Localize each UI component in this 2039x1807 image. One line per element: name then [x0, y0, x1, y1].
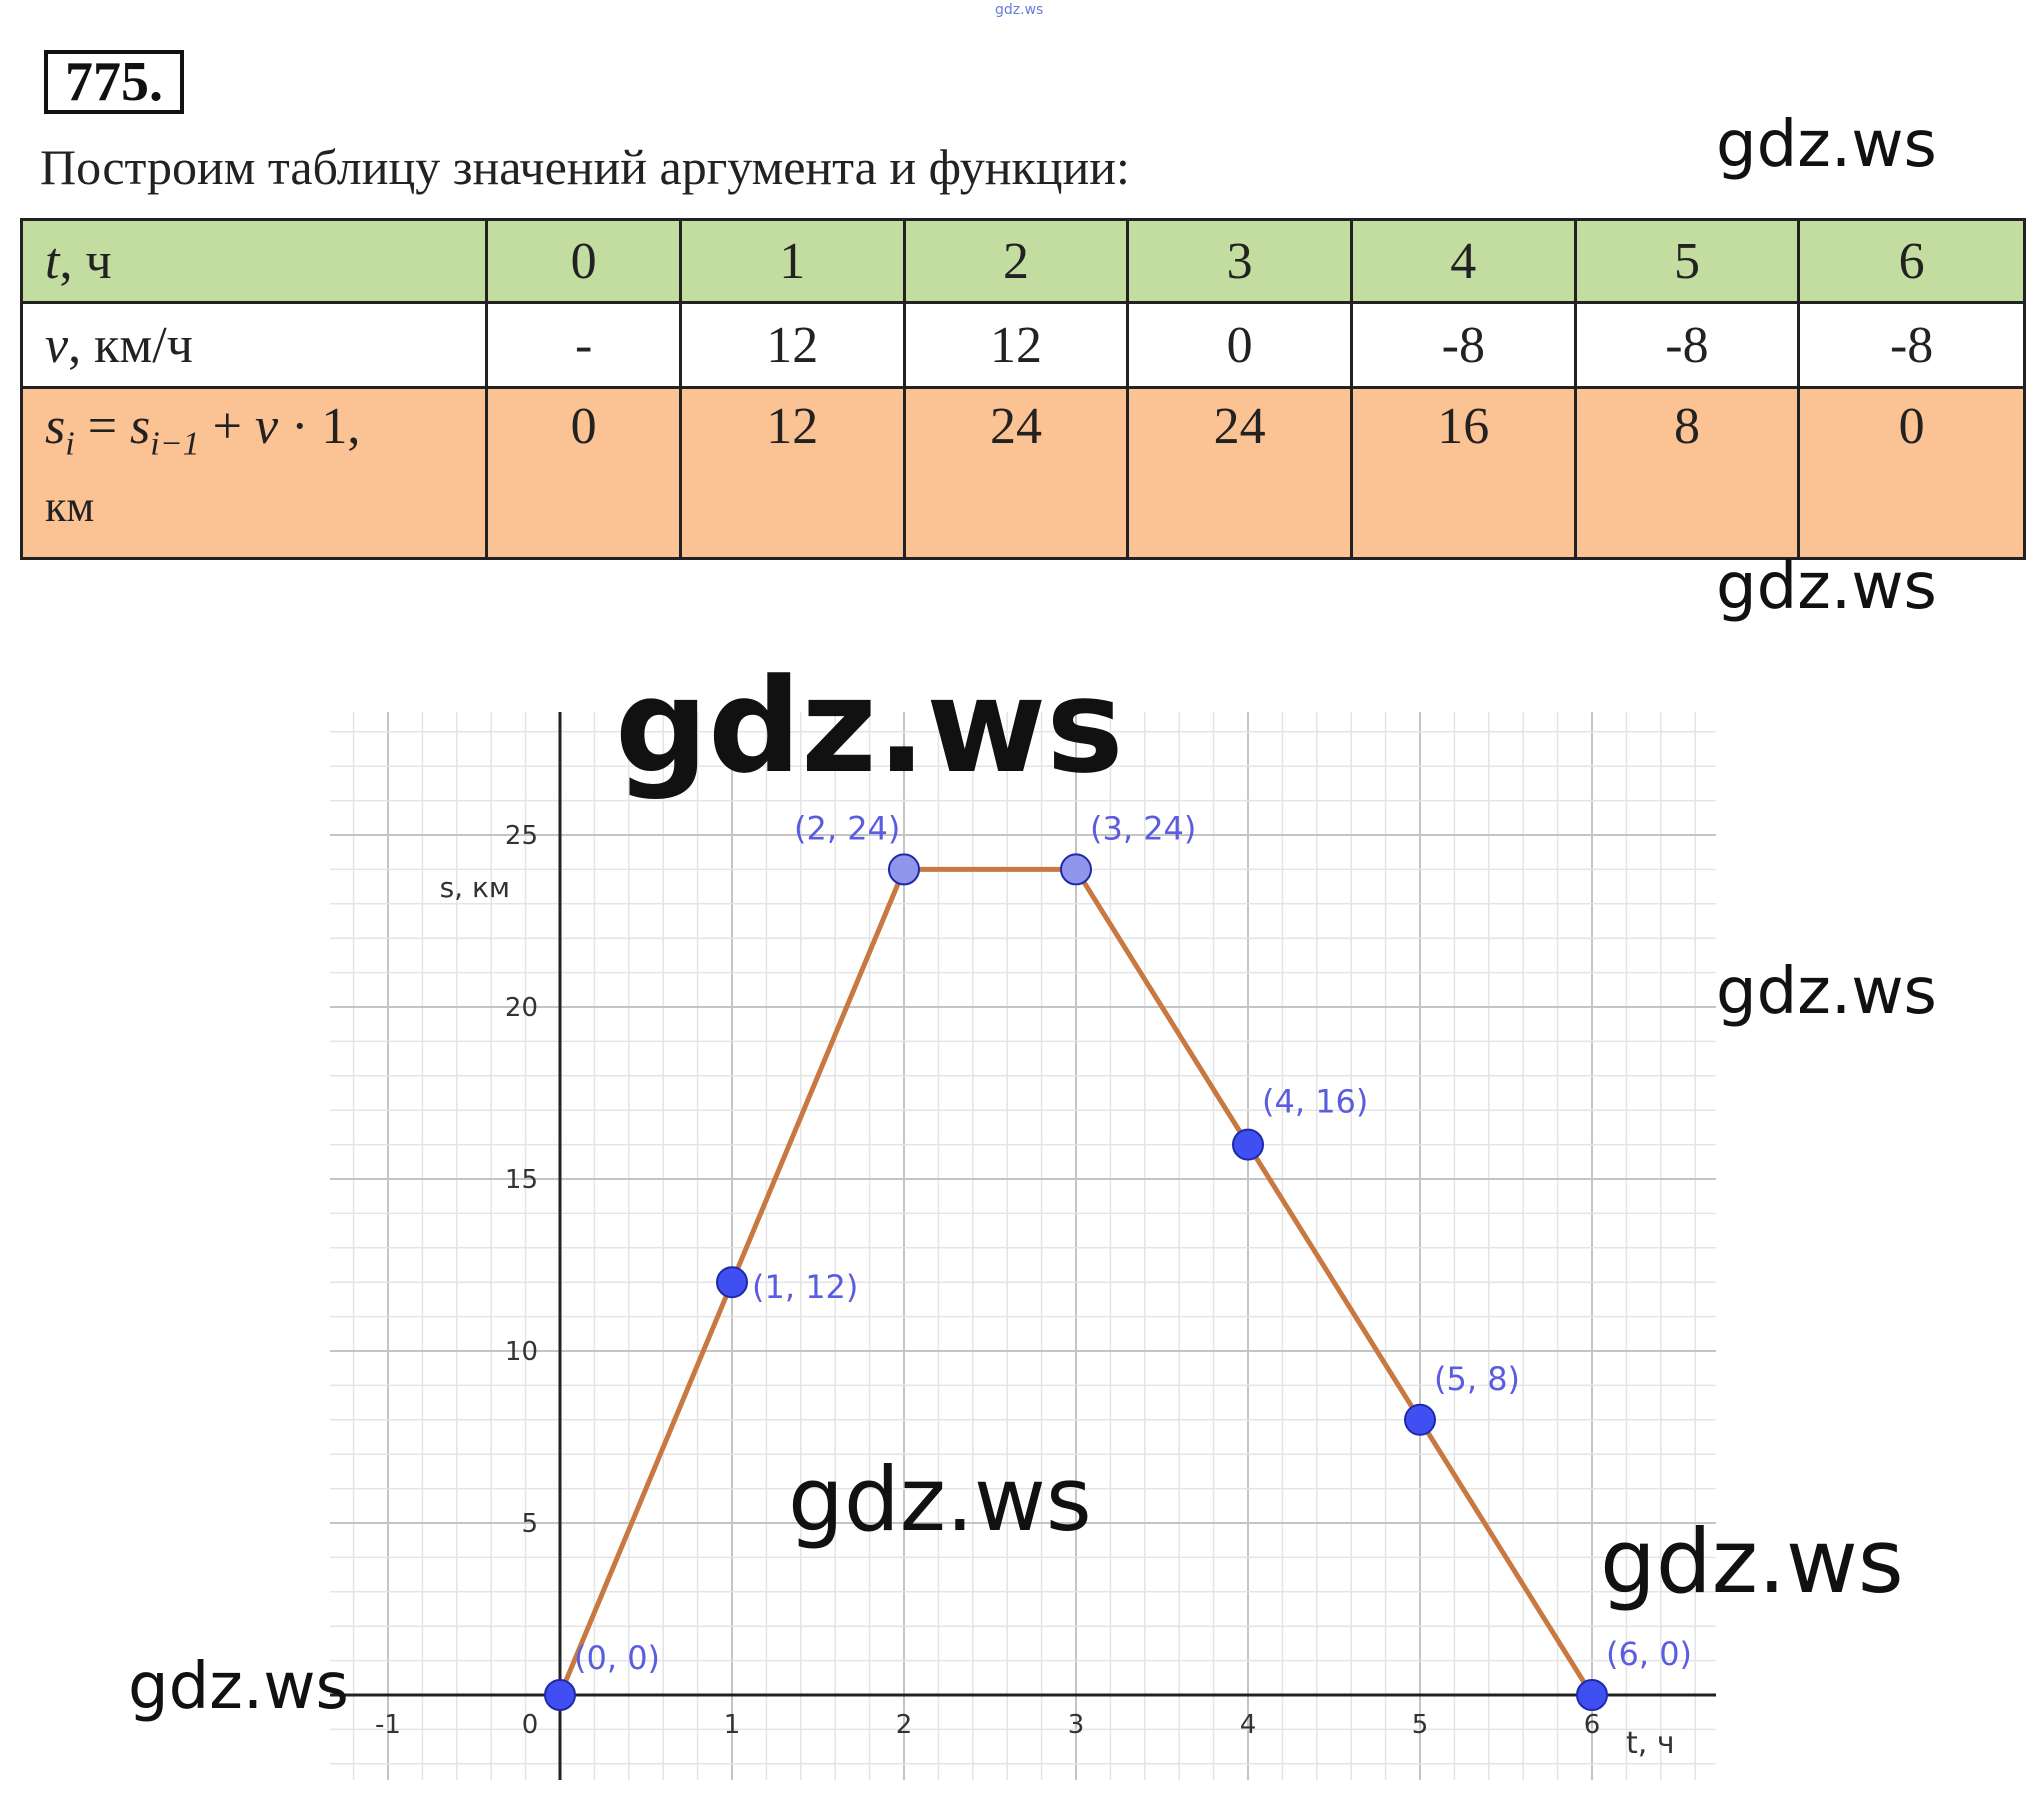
- y-tick-label: 10: [505, 1337, 538, 1367]
- table-cell: 0: [1797, 386, 2026, 560]
- table-cell: 12: [902, 301, 1130, 389]
- watermark: gdz.ws: [128, 1650, 349, 1724]
- data-point-label: (2, 24): [794, 809, 900, 847]
- data-point-label: (5, 8): [1434, 1360, 1520, 1398]
- table-cell: 4: [1349, 218, 1577, 304]
- task-number: 775.: [44, 50, 184, 114]
- data-point: [716, 1266, 748, 1299]
- y-tick-label: 25: [505, 821, 538, 851]
- watermark-top: gdz.ws: [995, 2, 1044, 18]
- table-cell: 0: [485, 386, 682, 560]
- x-tick-label: 1: [724, 1710, 741, 1740]
- table-cell: 5: [1573, 218, 1801, 304]
- table-cell: 2: [902, 218, 1130, 304]
- table-cell: 0: [1126, 301, 1353, 389]
- table-cell: 24: [902, 386, 1130, 560]
- data-point: [1060, 853, 1092, 886]
- x-tick-label: -1: [375, 1710, 401, 1740]
- table-row-t: t, ч 0 1 2 3 4 5 6: [19, 218, 2026, 304]
- watermark: gdz.ws: [1600, 1510, 1904, 1613]
- data-point: [1576, 1679, 1608, 1711]
- watermark: gdz.ws: [788, 1448, 1092, 1551]
- x-tick-label: 0: [522, 1710, 539, 1740]
- table-cell: 0: [485, 218, 682, 304]
- table-cell: 3: [1126, 218, 1353, 304]
- table-cell: 8: [1573, 386, 1801, 560]
- x-tick-label: 5: [1412, 1710, 1429, 1740]
- table-row-s: si = si−1 + v · 1, км 0 12 24 24 16 8 0: [19, 386, 2026, 560]
- table-cell: 6: [1797, 218, 2026, 304]
- x-tick-label: 4: [1240, 1710, 1257, 1740]
- data-point: [544, 1679, 576, 1711]
- y-tick-label: 5: [521, 1509, 538, 1539]
- table-cell: -8: [1573, 301, 1801, 389]
- table-cell: 24: [1126, 386, 1353, 560]
- values-table: t, ч 0 1 2 3 4 5 6 v, км/ч - 12 12 0 -8 …: [19, 218, 2026, 560]
- data-point: [888, 853, 920, 886]
- table-cell: 12: [678, 301, 906, 389]
- data-point: [1232, 1128, 1264, 1161]
- table-cell: -8: [1797, 301, 2026, 389]
- data-point: [1404, 1403, 1436, 1436]
- watermark: gdz.ws: [1716, 108, 1937, 182]
- watermark: gdz.ws: [1716, 955, 1937, 1029]
- data-point-label: (1, 12): [752, 1268, 858, 1306]
- row-label-t: t, ч: [19, 218, 489, 304]
- x-axis-label: t, ч: [1626, 1726, 1675, 1761]
- row-label-v: v, км/ч: [19, 301, 489, 389]
- data-point-label: (0, 0): [574, 1639, 660, 1677]
- y-tick-label: 15: [505, 1165, 538, 1195]
- table-cell: 12: [678, 386, 906, 560]
- table-row-v: v, км/ч - 12 12 0 -8 -8 -8: [19, 301, 2026, 389]
- x-tick-label: 6: [1584, 1710, 1601, 1740]
- watermark: gdz.ws: [615, 650, 1124, 802]
- y-axis-label: s, км: [440, 871, 510, 904]
- table-cell: 16: [1349, 386, 1577, 560]
- data-point-label: (6, 0): [1606, 1635, 1692, 1673]
- table-cell: 1: [678, 218, 906, 304]
- table-cell: -: [485, 301, 682, 389]
- row-label-s: si = si−1 + v · 1, км: [19, 386, 489, 560]
- y-tick-label: 20: [505, 993, 538, 1023]
- data-point-label: (4, 16): [1262, 1083, 1368, 1121]
- x-tick-label: 3: [1068, 1710, 1085, 1740]
- table-cell: -8: [1349, 301, 1577, 389]
- intro-text: Построим таблицу значений аргумента и фу…: [40, 139, 1130, 195]
- data-point-label: (3, 24): [1090, 809, 1196, 847]
- watermark: gdz.ws: [1716, 550, 1937, 624]
- x-tick-label: 2: [896, 1710, 913, 1740]
